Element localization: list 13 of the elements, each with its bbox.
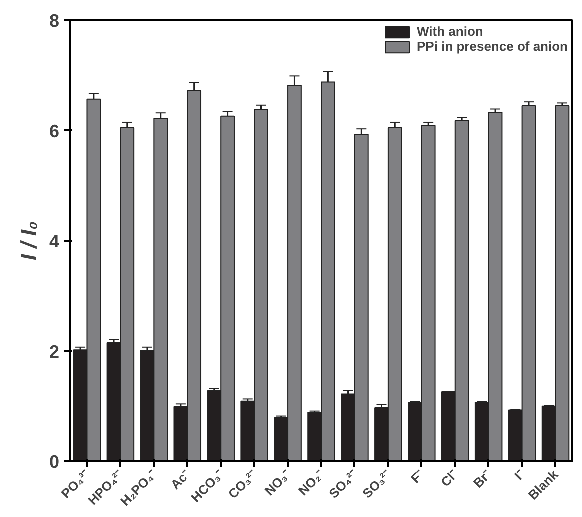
x-tick-label: I⁻ [512, 466, 528, 484]
x-tick-label: F⁻ [408, 466, 428, 486]
y-axis-title: I / I₀ [16, 221, 42, 261]
y-tick-label: 0 [49, 452, 60, 472]
legend-label: With anion [417, 24, 484, 39]
y-tick-label: 6 [49, 121, 60, 142]
y-tick-label: 2 [49, 342, 60, 362]
x-tick-label: Br⁻ [470, 466, 495, 491]
y-tick-label: 8 [49, 11, 60, 31]
y-tick-label: 4 [49, 232, 60, 252]
x-tick-label: Cl⁻ [438, 466, 462, 490]
legend-label: PPi in presence of anion [417, 39, 568, 54]
x-tick-label: Ac⁻ [168, 466, 194, 492]
